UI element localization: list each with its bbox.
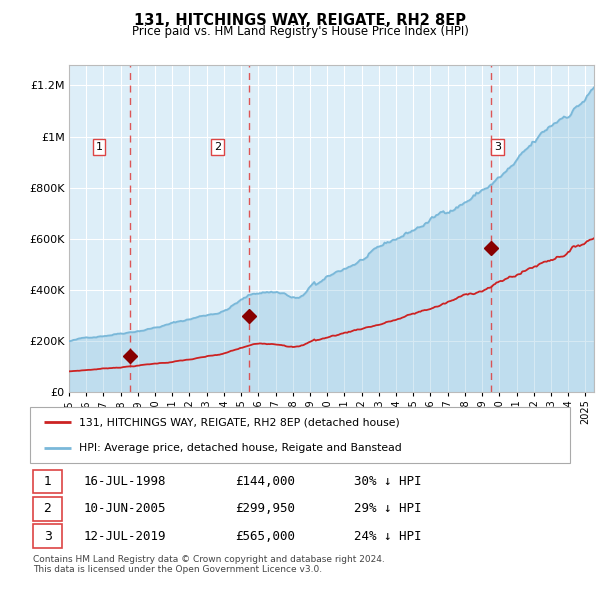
Text: £144,000: £144,000: [235, 475, 295, 488]
Text: 3: 3: [44, 530, 52, 543]
Text: 1: 1: [44, 475, 52, 488]
Text: 131, HITCHINGS WAY, REIGATE, RH2 8EP: 131, HITCHINGS WAY, REIGATE, RH2 8EP: [134, 13, 466, 28]
FancyBboxPatch shape: [33, 497, 62, 521]
Text: 2: 2: [44, 502, 52, 516]
Text: 10-JUN-2005: 10-JUN-2005: [84, 502, 167, 516]
Text: Contains HM Land Registry data © Crown copyright and database right 2024.: Contains HM Land Registry data © Crown c…: [33, 555, 385, 563]
Text: This data is licensed under the Open Government Licence v3.0.: This data is licensed under the Open Gov…: [33, 565, 322, 573]
Text: 3: 3: [494, 142, 501, 152]
Text: 30% ↓ HPI: 30% ↓ HPI: [354, 475, 421, 488]
Text: HPI: Average price, detached house, Reigate and Banstead: HPI: Average price, detached house, Reig…: [79, 443, 401, 453]
Text: 16-JUL-1998: 16-JUL-1998: [84, 475, 167, 488]
Text: £299,950: £299,950: [235, 502, 295, 516]
Text: £565,000: £565,000: [235, 530, 295, 543]
Text: Price paid vs. HM Land Registry's House Price Index (HPI): Price paid vs. HM Land Registry's House …: [131, 25, 469, 38]
Text: 2: 2: [214, 142, 221, 152]
FancyBboxPatch shape: [33, 470, 62, 493]
Text: 24% ↓ HPI: 24% ↓ HPI: [354, 530, 421, 543]
FancyBboxPatch shape: [30, 407, 570, 463]
Text: 12-JUL-2019: 12-JUL-2019: [84, 530, 167, 543]
Text: 131, HITCHINGS WAY, REIGATE, RH2 8EP (detached house): 131, HITCHINGS WAY, REIGATE, RH2 8EP (de…: [79, 417, 400, 427]
Text: 29% ↓ HPI: 29% ↓ HPI: [354, 502, 421, 516]
FancyBboxPatch shape: [33, 525, 62, 548]
Text: 1: 1: [95, 142, 103, 152]
